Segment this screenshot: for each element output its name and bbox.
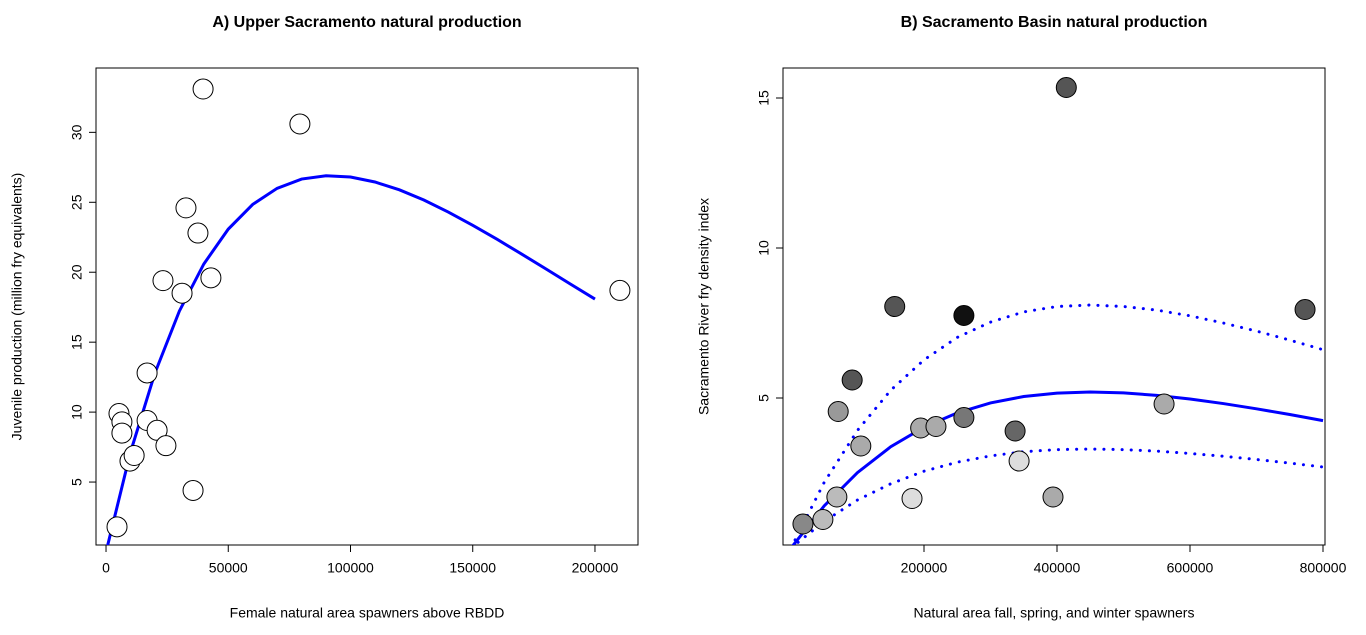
data-point [106, 516, 128, 538]
data-point [792, 513, 814, 535]
x-axis-label: Female natural area spawners above RBDD [230, 605, 505, 621]
x-tick-label: 600000 [1167, 560, 1214, 576]
data-point [925, 416, 947, 437]
data-point [826, 486, 848, 508]
y-axis-label: Sacramento River fry density index [696, 198, 712, 415]
data-point [1153, 393, 1175, 415]
x-tick-label: 400000 [1034, 560, 1081, 576]
y-tick-label: 25 [69, 194, 85, 210]
data-point [1055, 77, 1077, 98]
data-point [200, 267, 222, 289]
data-point [812, 509, 834, 530]
data-point [192, 78, 214, 100]
y-tick-label: 15 [756, 90, 772, 106]
data-point [1294, 299, 1316, 320]
data-point [953, 407, 975, 428]
confidence-line [790, 303, 1325, 545]
data-point [111, 422, 133, 444]
x-tick-label: 0 [102, 560, 110, 576]
x-tick-label: 100000 [327, 560, 374, 576]
data-point [827, 401, 849, 422]
y-tick-label: 20 [69, 264, 85, 280]
data-point [1042, 486, 1064, 508]
fit-line [106, 174, 596, 545]
x-tick-label: 200000 [572, 560, 619, 576]
plot-area [106, 174, 596, 545]
x-tick-label: 50000 [209, 560, 248, 576]
y-tick-label: 5 [69, 478, 85, 486]
y-tick-label: 5 [756, 394, 772, 402]
plot-area [790, 303, 1325, 545]
data-point [289, 113, 311, 135]
y-tick-label: 10 [756, 240, 772, 256]
data-point [1008, 450, 1030, 472]
data-point [850, 435, 872, 457]
y-axis-label: Juvenile production (million fry equival… [9, 173, 25, 441]
plot-frame [782, 67, 1326, 546]
data-point [841, 369, 863, 391]
x-tick-label: 200000 [901, 560, 948, 576]
data-point [123, 444, 145, 466]
data-point [136, 362, 158, 384]
x-tick-label: 800000 [1300, 560, 1347, 576]
y-tick-label: 15 [69, 334, 85, 350]
data-point [155, 435, 177, 457]
x-axis-label: Natural area fall, spring, and winter sp… [914, 605, 1195, 621]
confidence-line [792, 447, 1325, 545]
x-tick-label: 150000 [449, 560, 496, 576]
fit-line [791, 390, 1324, 545]
data-point [171, 282, 193, 304]
data-point [152, 270, 174, 292]
data-point [187, 222, 209, 244]
y-tick-label: 10 [69, 404, 85, 420]
plot-frame [95, 67, 639, 546]
data-point [609, 279, 631, 301]
data-point [953, 305, 975, 326]
chart-title: B) Sacramento Basin natural production [901, 14, 1208, 31]
data-point [1004, 420, 1026, 442]
chart-title: A) Upper Sacramento natural production [212, 14, 521, 31]
data-point [884, 296, 906, 317]
data-point [182, 479, 204, 501]
data-point [901, 488, 923, 509]
y-tick-label: 30 [69, 124, 85, 140]
data-point [175, 197, 197, 219]
